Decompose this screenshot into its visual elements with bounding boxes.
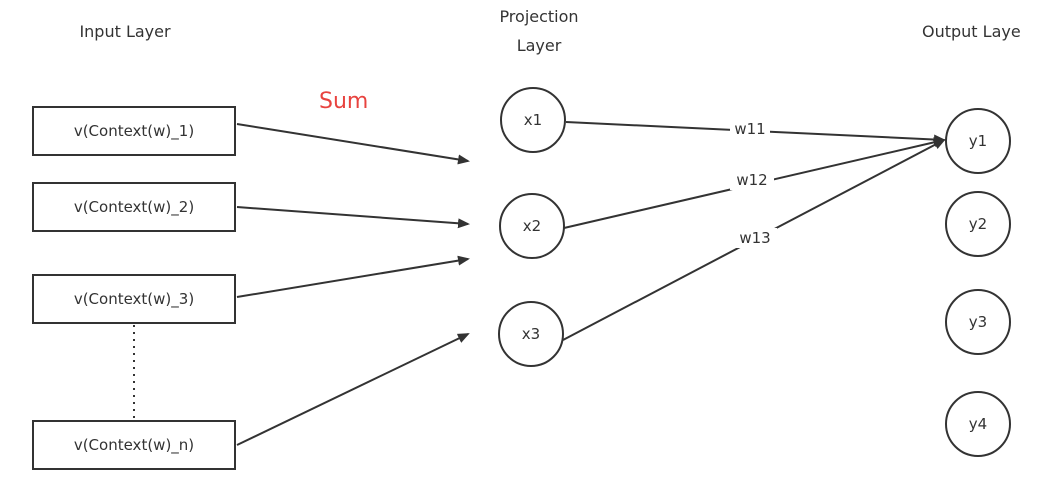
input-arrow-1 (236, 123, 470, 165)
weight-label-w13: w13 (739, 229, 770, 247)
input-layer-title: Input Layer (79, 22, 171, 41)
output-layer-title: Output Laye (922, 22, 1021, 41)
node-label: x2 (523, 217, 541, 235)
output-node-y3: y3 (945, 289, 1011, 355)
input-arrow-n (236, 333, 470, 446)
input-arrow-3 (236, 255, 470, 298)
input-box-label: v(Context(w)_1) (74, 122, 194, 141)
node-label: y3 (969, 313, 987, 331)
input-box-2: v(Context(w)_2) (32, 182, 236, 232)
input-box-3: v(Context(w)_3) (32, 274, 236, 324)
output-node-y1: y1 (945, 108, 1011, 174)
projection-layer-title-line1: Projection (499, 7, 578, 26)
weight-label-w12: w12 (736, 171, 767, 189)
node-label: x3 (522, 325, 540, 343)
input-box-label: v(Context(w)_n) (74, 436, 194, 455)
projection-node-x1: x1 (500, 87, 566, 153)
output-node-y2: y2 (945, 191, 1011, 257)
sum-label: Sum (319, 89, 368, 114)
input-box-n: v(Context(w)_n) (32, 420, 236, 470)
weight-label-w11: w11 (734, 120, 765, 138)
output-node-y4: y4 (945, 391, 1011, 457)
projection-node-x2: x2 (499, 193, 565, 259)
node-label: y4 (969, 415, 987, 433)
node-label: y1 (969, 132, 987, 150)
projection-node-x3: x3 (498, 301, 564, 367)
input-box-label: v(Context(w)_3) (74, 290, 194, 309)
node-label: x1 (524, 111, 542, 129)
input-box-label: v(Context(w)_2) (74, 198, 194, 217)
projection-layer-title-line2: Layer (517, 36, 562, 55)
input-box-1: v(Context(w)_1) (32, 106, 236, 156)
node-label: y2 (969, 215, 987, 233)
input-arrow-2 (236, 206, 470, 229)
